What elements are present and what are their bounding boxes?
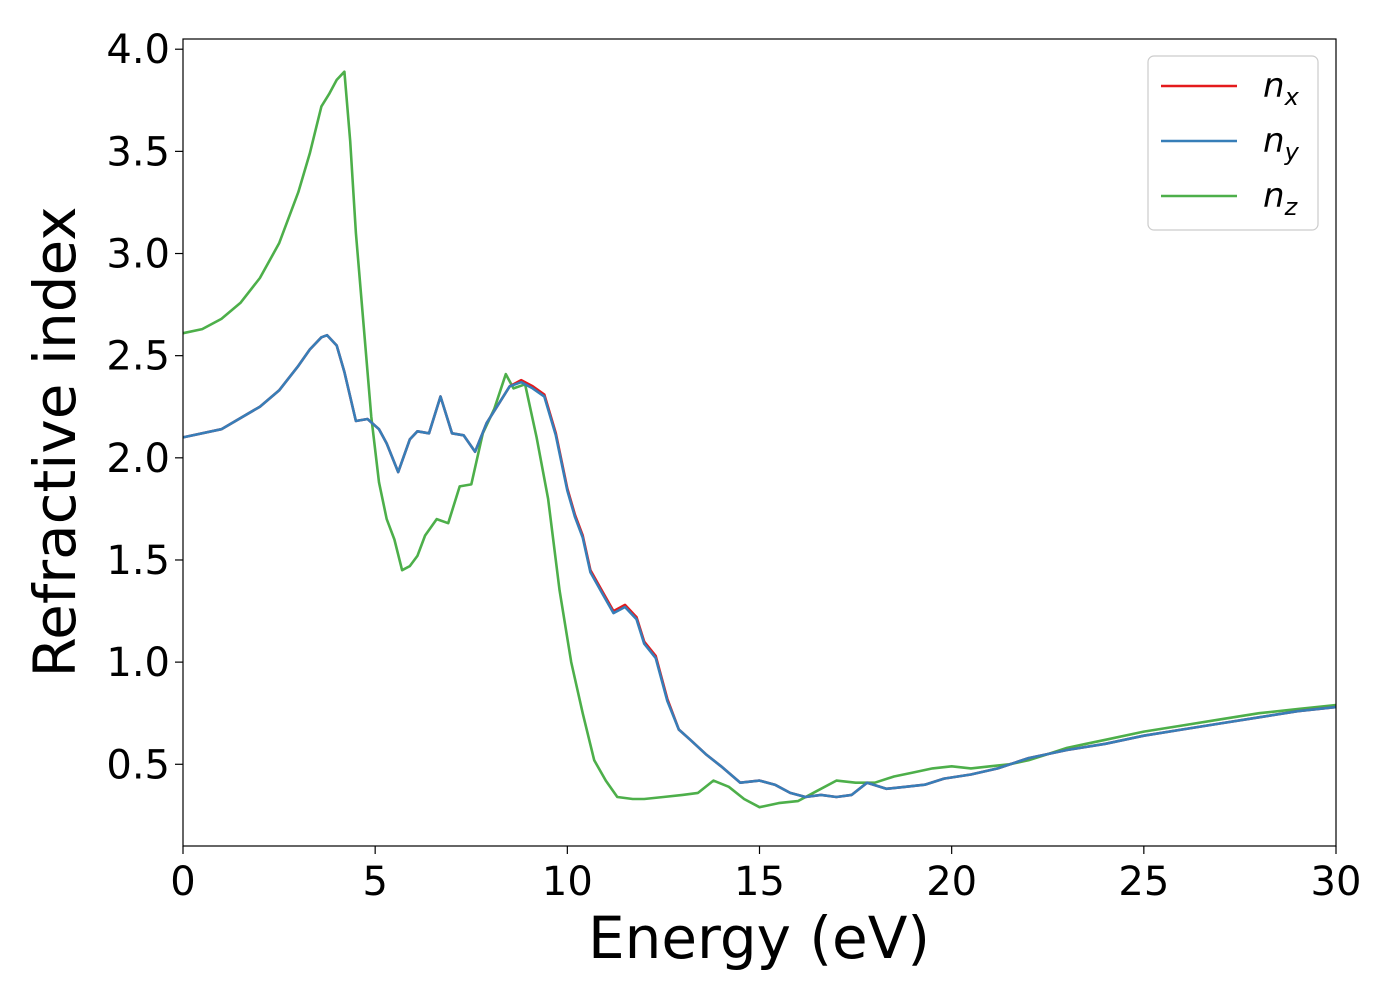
x-axis-label: Energy (eV) <box>588 904 930 972</box>
x-tick-label: 0 <box>170 859 195 905</box>
x-tick-label: 20 <box>926 859 977 905</box>
x-tick-label: 25 <box>1118 859 1169 905</box>
series-layer <box>182 70 1337 809</box>
legend-label-subscript: y <box>1284 138 1300 166</box>
legend-label-main: n <box>1263 66 1285 106</box>
y-tick-label: 2.0 <box>106 436 170 482</box>
x-tick-label: 10 <box>542 859 593 905</box>
x-tick-label: 5 <box>362 859 387 905</box>
series-line-ny <box>182 333 1337 799</box>
legend-label-ny: ny <box>1263 121 1300 166</box>
y-tick-label: 1.0 <box>106 640 170 686</box>
legend-label-nx: nx <box>1263 66 1300 111</box>
legend-box <box>1147 55 1319 231</box>
y-tick-label: 3.0 <box>106 232 170 278</box>
legend-label-nz: nz <box>1263 176 1299 221</box>
x-tick-label: 30 <box>1311 859 1362 905</box>
y-tick-label: 0.5 <box>106 742 170 788</box>
legend-label-main: n <box>1263 121 1285 161</box>
y-tick-label: 4.0 <box>106 27 170 73</box>
y-axis-ticks: 0.5 1.0 1.5 2.0 2.5 3.0 3.5 4.0 <box>106 27 183 788</box>
series-line-nz <box>182 70 1337 809</box>
legend-label-subscript: x <box>1284 83 1300 111</box>
x-tick-label: 15 <box>734 859 785 905</box>
y-axis-label: Refractive index <box>21 206 89 677</box>
legend-label-main: n <box>1263 176 1285 216</box>
y-tick-label: 1.5 <box>106 538 170 584</box>
legend-label-subscript: z <box>1284 193 1299 221</box>
y-tick-label: 3.5 <box>106 129 170 175</box>
x-axis-ticks: 0 5 10 15 20 25 30 <box>170 846 1361 905</box>
y-tick-label: 2.5 <box>106 334 170 380</box>
